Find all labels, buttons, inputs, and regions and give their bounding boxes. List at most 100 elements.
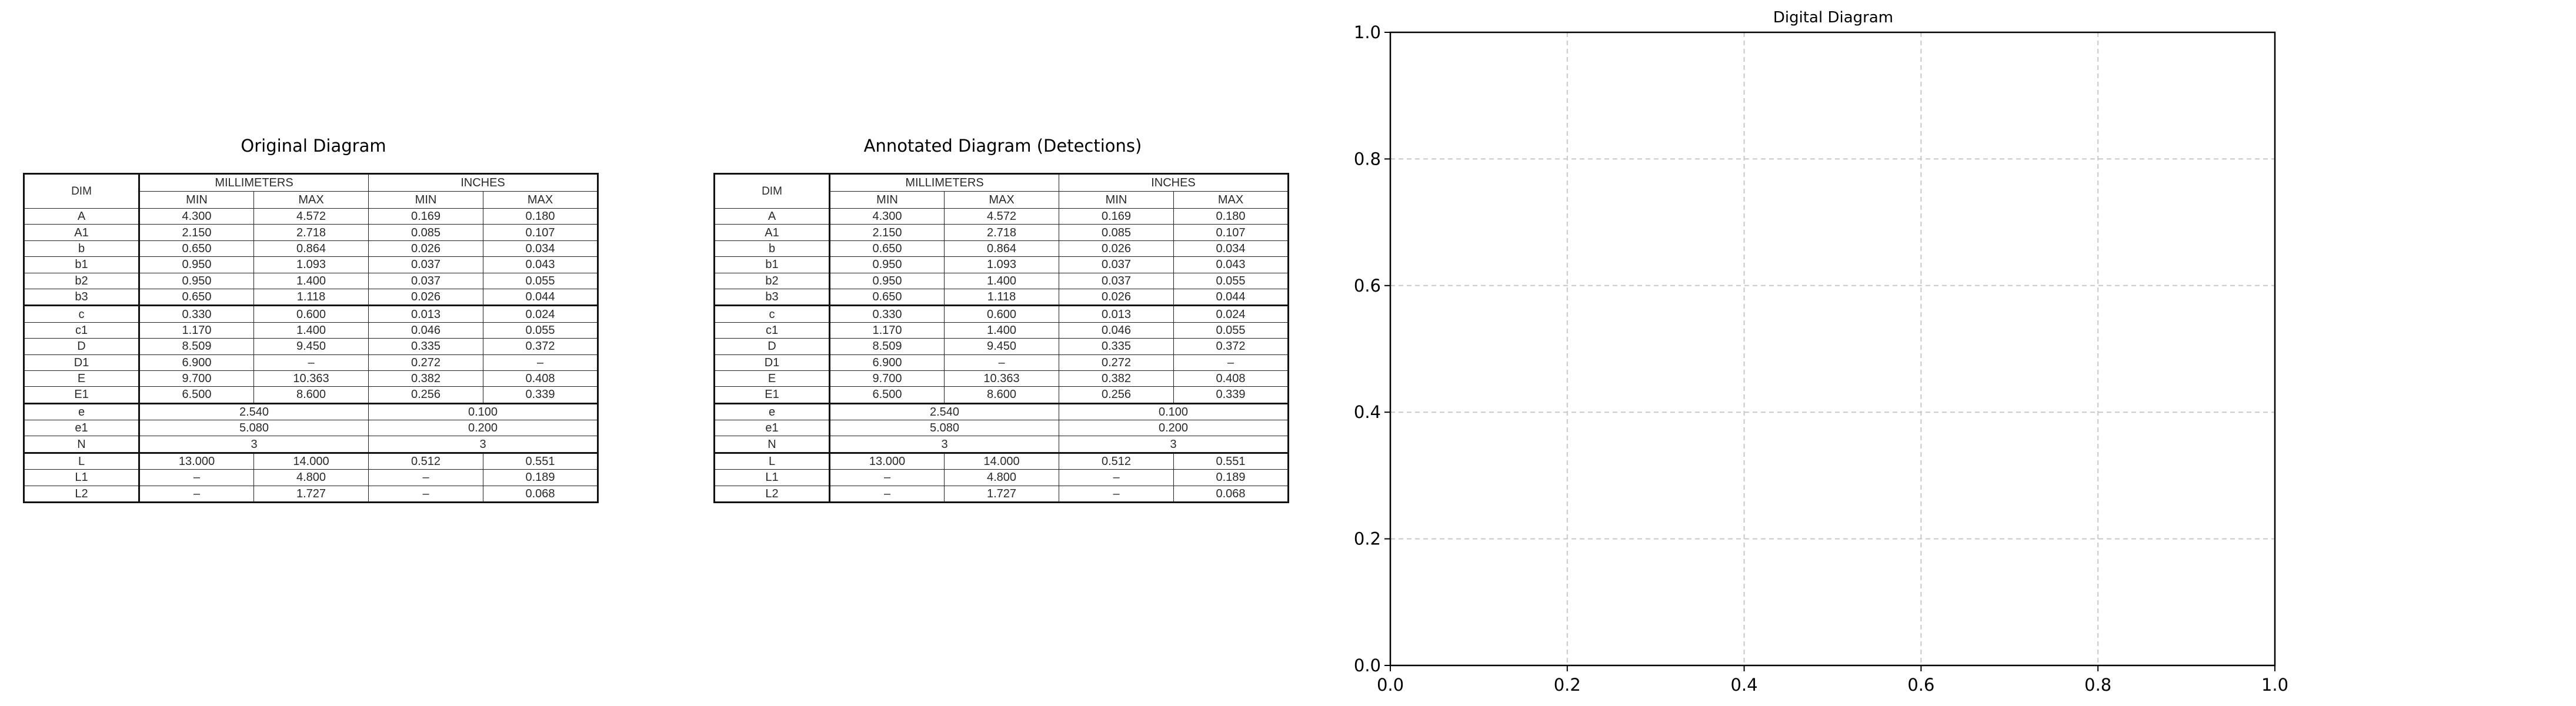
table-row: c 0.330 0.600 0.013 0.024 bbox=[714, 305, 1289, 323]
y-tick-label: 0.2 bbox=[1354, 529, 1381, 549]
table-row: L1–4.800–0.189 bbox=[24, 469, 598, 486]
x-tick-label: 0.6 bbox=[1907, 675, 1934, 695]
dim-cell: b3 bbox=[24, 288, 140, 307]
in-min-cell: 0.037 bbox=[1059, 256, 1174, 273]
mm-min-cell: 6.900 bbox=[139, 354, 254, 371]
table-row: e1 5.080 0.200 bbox=[24, 420, 598, 437]
in-min-cell: 0.046 bbox=[1059, 322, 1174, 339]
in-max-cell: 0.339 bbox=[483, 386, 598, 404]
dim-cell: D bbox=[714, 338, 830, 355]
y-tick-label: 0.4 bbox=[1354, 402, 1381, 422]
in-max-cell: 0.044 bbox=[1173, 288, 1289, 307]
digital-diagram-title: Digital Diagram bbox=[1773, 9, 1894, 26]
in-min-cell: 0.026 bbox=[368, 288, 483, 307]
dim-cell: e bbox=[714, 403, 830, 421]
x-tick-label: 0.0 bbox=[1377, 675, 1404, 695]
in-min-cell: – bbox=[1059, 485, 1174, 504]
mm-min-cell: 0.950 bbox=[829, 272, 945, 289]
dim-cell: e1 bbox=[714, 420, 830, 437]
dim-cell: L bbox=[714, 452, 830, 470]
dim-cell: b bbox=[714, 240, 830, 257]
in-merged-cell: 0.200 bbox=[368, 420, 598, 437]
in-min-cell: – bbox=[368, 469, 483, 486]
table-row: D 8.509 9.450 0.335 0.372 bbox=[24, 338, 598, 355]
axes-ticks: 0.0 0.2 0.4 0.6 0.8 1.0 0.0 0.2 0.4 0.6 0.8 1.0 bbox=[1354, 22, 2288, 695]
table-row: b 0.650 0.864 0.026 0.034 bbox=[714, 240, 1289, 257]
mm-min-cell: – bbox=[829, 469, 945, 486]
mm-min-cell: 0.650 bbox=[139, 288, 254, 307]
in-min-cell: 0.512 bbox=[368, 452, 483, 470]
axes-grid bbox=[1390, 32, 2275, 665]
in-max-cell: 0.372 bbox=[483, 338, 598, 355]
mm-min-cell: 4.300 bbox=[139, 208, 254, 225]
mm-max-cell: 0.600 bbox=[944, 305, 1059, 323]
in-min-cell: 0.256 bbox=[1059, 386, 1174, 404]
dim-cell: E bbox=[714, 370, 830, 387]
table-row: L1–4.800–0.189 bbox=[714, 469, 1289, 486]
mm-max-cell: 8.600 bbox=[253, 386, 369, 404]
in-min-cell: – bbox=[368, 485, 483, 504]
table-row: D1 6.900–0.272– bbox=[24, 354, 598, 371]
annotated-diagram-title: Annotated Diagram (Detections) bbox=[863, 136, 1142, 156]
dim-cell: L bbox=[24, 452, 140, 470]
axes-frame bbox=[1389, 31, 2276, 667]
in-max-cell: 0.107 bbox=[483, 224, 598, 241]
mm-min-cell: 0.650 bbox=[829, 240, 945, 257]
in-max-cell: 0.024 bbox=[1173, 305, 1289, 323]
dim-cell: c1 bbox=[714, 322, 830, 339]
table-row: L 13.000 14.000 0.512 0.551 bbox=[24, 452, 598, 470]
mm-max-header: MAX bbox=[944, 191, 1059, 209]
dim-cell: b3 bbox=[714, 288, 830, 307]
x-tick-label: 0.4 bbox=[1731, 675, 1758, 695]
in-min-cell: 0.335 bbox=[1059, 338, 1174, 355]
dim-cell: b bbox=[24, 240, 140, 257]
mm-min-cell: 0.330 bbox=[829, 305, 945, 323]
in-max-cell: 0.043 bbox=[1173, 256, 1289, 273]
dim-cell: E1 bbox=[24, 386, 140, 404]
mm-min-cell: – bbox=[139, 469, 254, 486]
mm-min-cell: 0.650 bbox=[139, 240, 254, 257]
original-dimension-table: DIM MILLIMETERS INCHES MIN MAX MIN MAX A… bbox=[23, 173, 599, 504]
in-max-cell: – bbox=[1173, 354, 1289, 371]
table-row: b 0.650 0.864 0.026 0.034 bbox=[24, 240, 598, 257]
dim-cell: E1 bbox=[714, 386, 830, 404]
in-min-cell: 0.037 bbox=[368, 272, 483, 289]
dim-cell: c bbox=[24, 305, 140, 323]
dim-cell: D1 bbox=[714, 354, 830, 371]
in-min-cell: 0.026 bbox=[368, 240, 483, 257]
in-min-cell: – bbox=[1059, 469, 1174, 486]
table-row: E 9.700 10.363 0.382 0.408 bbox=[714, 370, 1289, 387]
annotated-dimension-table: DIM MILLIMETERS INCHES MIN MAX MIN MAX A… bbox=[713, 173, 1289, 504]
y-tick-label: 0.0 bbox=[1354, 655, 1381, 675]
mm-max-cell: 14.000 bbox=[253, 452, 369, 470]
mm-max-cell: 9.450 bbox=[253, 338, 369, 355]
table-row: b3 0.650 1.118 0.026 0.044 bbox=[24, 288, 598, 307]
table-row: A1 2.150 2.718 0.085 0.107 bbox=[24, 224, 598, 241]
mm-merged-cell: 5.080 bbox=[139, 420, 369, 437]
table-row: L2–1.727–0.068 bbox=[714, 485, 1289, 504]
x-tick-label: 0.8 bbox=[2084, 675, 2111, 695]
in-max-cell: 0.024 bbox=[483, 305, 598, 323]
in-min-cell: 0.046 bbox=[368, 322, 483, 339]
mm-max-cell: 1.400 bbox=[944, 322, 1059, 339]
table-row: b2 0.950 1.400 0.037 0.055 bbox=[24, 272, 598, 289]
mm-min-cell: 8.509 bbox=[829, 338, 945, 355]
in-max-cell: 0.034 bbox=[1173, 240, 1289, 257]
in-min-header: MIN bbox=[1059, 191, 1174, 209]
mm-max-cell: 2.718 bbox=[944, 224, 1059, 241]
in-max-cell: 0.034 bbox=[483, 240, 598, 257]
mm-max-cell: 10.363 bbox=[253, 370, 369, 387]
mm-min-cell: 0.650 bbox=[829, 288, 945, 307]
mm-merged-cell: 2.540 bbox=[139, 403, 369, 421]
x-tick-label: 0.2 bbox=[1554, 675, 1581, 695]
mm-max-cell: 4.572 bbox=[253, 208, 369, 225]
in-max-cell: 0.068 bbox=[483, 485, 598, 504]
dim-cell: E bbox=[24, 370, 140, 387]
in-min-cell: 0.013 bbox=[368, 305, 483, 323]
table-row: A 4.300 4.572 0.169 0.180 bbox=[24, 208, 598, 225]
table-row: E 9.700 10.363 0.382 0.408 bbox=[24, 370, 598, 387]
in-max-cell: 0.055 bbox=[483, 272, 598, 289]
dim-cell: e1 bbox=[24, 420, 140, 437]
dim-cell: L1 bbox=[714, 469, 830, 486]
